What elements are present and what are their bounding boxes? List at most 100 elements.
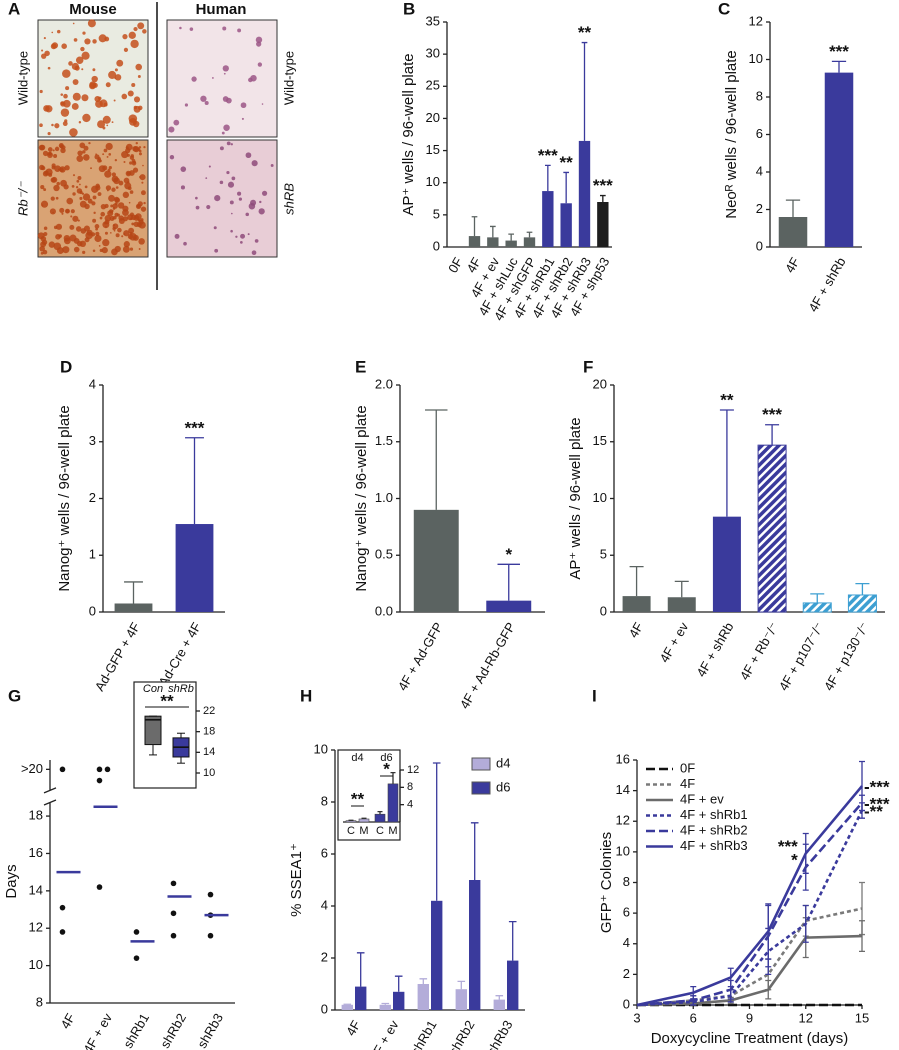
significance: * bbox=[383, 759, 390, 778]
cell bbox=[138, 248, 141, 250]
line bbox=[636, 785, 863, 1007]
cell bbox=[62, 121, 68, 127]
cell bbox=[102, 153, 105, 156]
cell bbox=[116, 59, 124, 67]
cell bbox=[81, 94, 89, 102]
cell bbox=[53, 153, 58, 159]
cell bbox=[56, 29, 61, 34]
cell bbox=[70, 215, 73, 218]
y-tick-label: 0 bbox=[89, 603, 96, 618]
cell bbox=[50, 196, 55, 201]
bar bbox=[341, 1004, 353, 1010]
y-tick-label: 1.0 bbox=[375, 490, 393, 505]
cell bbox=[237, 191, 242, 196]
y-tick-label: 20 bbox=[426, 110, 440, 125]
cell bbox=[108, 153, 112, 156]
cell bbox=[133, 27, 138, 32]
y-tick-label: 10 bbox=[749, 51, 763, 66]
cell bbox=[129, 155, 135, 160]
cell bbox=[99, 99, 108, 108]
x-tick-label: 4F bbox=[343, 1018, 364, 1039]
y-tick-label: 14 bbox=[616, 782, 630, 797]
cell bbox=[98, 96, 102, 101]
inset-label: shRb bbox=[168, 683, 194, 695]
y-tick-label: 4 bbox=[321, 897, 328, 912]
cell bbox=[80, 46, 85, 52]
cell bbox=[191, 76, 197, 82]
cell bbox=[240, 102, 247, 109]
y-tick-label: 8 bbox=[321, 793, 328, 808]
data-point bbox=[96, 777, 103, 784]
cell bbox=[50, 43, 57, 50]
cell bbox=[99, 216, 103, 220]
cell bbox=[48, 241, 56, 248]
error-bar bbox=[599, 194, 606, 202]
cell bbox=[221, 131, 225, 135]
cell bbox=[53, 184, 60, 192]
inset-category: C bbox=[376, 825, 384, 837]
cell bbox=[64, 119, 68, 123]
cell bbox=[60, 108, 70, 117]
data-point bbox=[59, 904, 66, 911]
cell bbox=[105, 226, 107, 228]
cell bbox=[251, 250, 257, 256]
cell bbox=[91, 75, 98, 83]
cell bbox=[41, 239, 48, 245]
cell bbox=[130, 39, 139, 49]
y-tick-label: 8 bbox=[756, 88, 763, 103]
cell bbox=[114, 68, 118, 72]
cell bbox=[92, 195, 97, 200]
y-tick-label: 12 bbox=[29, 920, 43, 935]
cell bbox=[41, 53, 47, 59]
y-tick-label: 1 bbox=[89, 547, 96, 562]
cell bbox=[240, 233, 246, 239]
cell bbox=[245, 152, 252, 159]
cell bbox=[122, 216, 128, 222]
cell bbox=[78, 121, 82, 124]
cell bbox=[125, 170, 132, 177]
cell bbox=[213, 226, 217, 230]
bar bbox=[379, 1004, 391, 1010]
bar bbox=[468, 236, 481, 247]
cell bbox=[85, 231, 93, 240]
data-point bbox=[133, 955, 140, 961]
cell bbox=[65, 209, 70, 213]
y-tick-label: 16 bbox=[29, 845, 43, 860]
cell bbox=[47, 151, 52, 156]
cell bbox=[104, 221, 107, 225]
y-tick-label: 30 bbox=[426, 46, 440, 61]
cell bbox=[77, 240, 83, 247]
cell bbox=[143, 201, 146, 205]
cell bbox=[77, 176, 82, 180]
y-tick-label: 0.0 bbox=[375, 603, 393, 618]
y-axis-label: Neoᴿ wells / 96-well plate bbox=[723, 50, 740, 219]
bar bbox=[505, 240, 517, 247]
y-tick-label: 4 bbox=[89, 376, 96, 391]
cell bbox=[95, 231, 100, 236]
cell bbox=[72, 79, 79, 85]
data-point bbox=[170, 910, 177, 917]
cell bbox=[128, 201, 131, 204]
cell bbox=[222, 26, 227, 31]
cell bbox=[84, 38, 91, 45]
error-bar bbox=[457, 980, 466, 990]
cell bbox=[127, 181, 130, 184]
cell bbox=[112, 207, 116, 210]
cell bbox=[53, 225, 58, 230]
cell bbox=[127, 214, 134, 221]
y-tick-label: 10 bbox=[616, 843, 630, 858]
cell bbox=[226, 170, 230, 175]
cell bbox=[183, 241, 187, 246]
cell bbox=[113, 229, 116, 232]
bar bbox=[757, 444, 787, 613]
error-bar bbox=[361, 817, 367, 819]
error-bar bbox=[390, 771, 396, 784]
cell bbox=[122, 34, 128, 40]
cell bbox=[139, 174, 146, 181]
cell bbox=[83, 145, 89, 151]
cell bbox=[73, 38, 78, 42]
cell bbox=[135, 203, 142, 210]
inset-label: Con bbox=[143, 683, 163, 695]
cell bbox=[168, 126, 175, 133]
bar bbox=[455, 989, 467, 1010]
